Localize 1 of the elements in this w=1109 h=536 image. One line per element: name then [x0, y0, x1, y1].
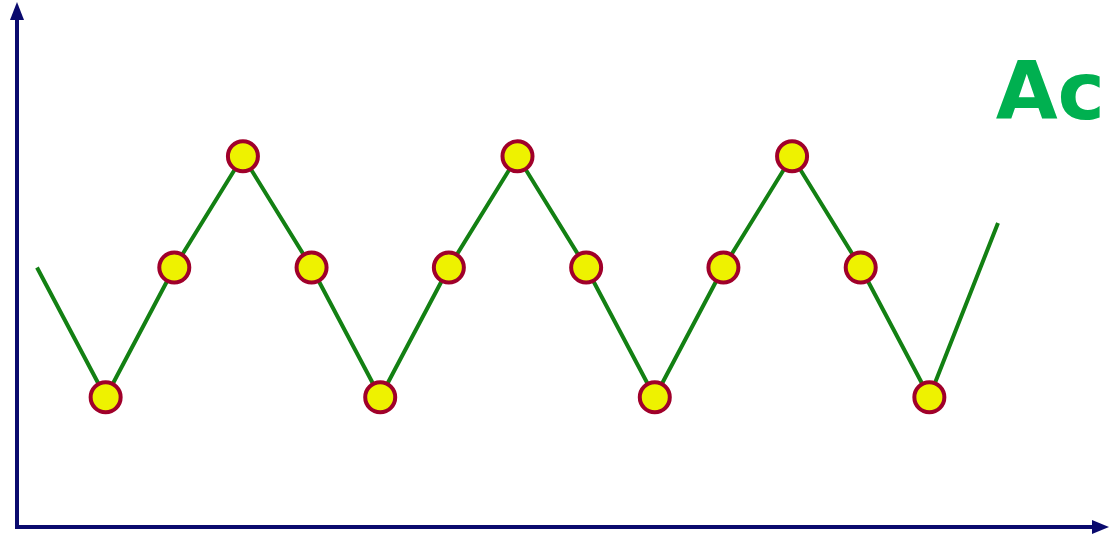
text: Ac: [995, 45, 1105, 138]
